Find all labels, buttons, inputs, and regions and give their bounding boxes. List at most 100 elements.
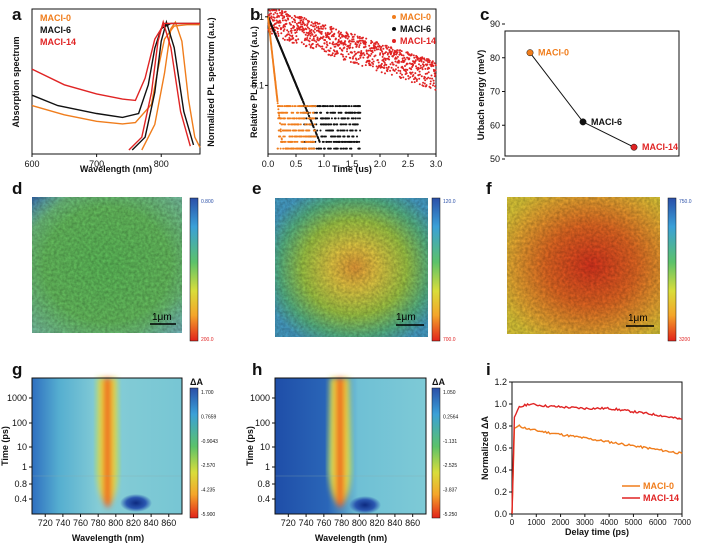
panel-b-point xyxy=(401,57,404,60)
panel-b-point xyxy=(282,29,285,32)
panel-b-point xyxy=(291,34,294,37)
panel-b-point xyxy=(423,58,426,61)
panel-b-point xyxy=(281,19,284,22)
panel-d-colorbar xyxy=(189,197,199,342)
panel-b-point xyxy=(278,114,281,117)
panel-b-point xyxy=(302,22,305,25)
panel-b-xtick: 1.5 xyxy=(346,159,359,169)
panel-b-xtick: 1.0 xyxy=(318,159,331,169)
panel-b-point xyxy=(389,63,392,66)
panel-b-point xyxy=(328,140,331,143)
panel-b-point xyxy=(320,25,322,28)
panel-b-point xyxy=(315,133,318,136)
panel-b-point xyxy=(318,27,321,30)
panel-f-scale-top: 750.0 xyxy=(679,199,692,205)
panel-b-point xyxy=(386,47,389,50)
panel-b-point xyxy=(281,123,284,126)
panel-b-point xyxy=(297,123,300,126)
panel-b-point xyxy=(340,147,343,150)
panel-b-point xyxy=(427,76,430,79)
panel-b-point xyxy=(367,54,370,56)
panel-b-point xyxy=(434,88,437,91)
panel-b-point xyxy=(282,24,285,27)
panel-b-point xyxy=(330,25,333,28)
panel-g: 720 740 760 780 800 820 840 860 1000 100 10 1 0.8 0.4… xyxy=(0,377,218,543)
panel-b-point xyxy=(322,140,325,143)
panel-b-point xyxy=(321,37,324,40)
panel-b-point xyxy=(381,55,384,58)
panel-b-point xyxy=(373,49,376,52)
panel-b-point xyxy=(406,68,409,71)
panel-b-point xyxy=(354,117,357,120)
panel-b-point xyxy=(280,105,283,108)
panel-a-pl-maci-0 xyxy=(141,20,201,151)
panel-b-point xyxy=(418,83,421,86)
panel-b-point xyxy=(288,123,291,126)
panel-b-point xyxy=(330,117,333,120)
panel-b-point xyxy=(377,43,380,45)
panel-b-point xyxy=(355,45,358,48)
panel-b-point xyxy=(398,60,400,63)
panel-b-point xyxy=(311,42,314,45)
panel-b-point xyxy=(312,105,315,108)
panel-b-point xyxy=(372,63,375,65)
panel-g-bleach xyxy=(120,494,152,512)
panel-b-point xyxy=(307,33,310,36)
colorbar-tick: -2.570 xyxy=(201,463,215,469)
panel-b-point xyxy=(308,20,311,23)
panel-b-point xyxy=(295,41,298,44)
panel-b-point xyxy=(324,32,327,35)
panel-b-point xyxy=(385,51,387,54)
panel-b-point xyxy=(356,43,358,46)
panel-b-point xyxy=(290,23,292,26)
panel-b-point xyxy=(275,9,278,12)
xtick: 720 xyxy=(281,518,296,528)
panel-a-pl-maci-6 xyxy=(131,19,195,151)
panel-b-point xyxy=(376,59,379,61)
panel-c-point-maci-14 xyxy=(630,143,638,151)
panel-b-point xyxy=(380,62,383,65)
panel-b-point xyxy=(279,147,282,150)
panel-b-point xyxy=(432,84,434,87)
panel-b-point xyxy=(390,52,393,55)
panel-b-point xyxy=(295,129,298,132)
panel-b-point xyxy=(309,123,312,126)
panel-b-point xyxy=(350,33,353,36)
panel-b-point xyxy=(375,46,378,49)
panel-b-point xyxy=(381,50,384,53)
panel-i-ytick: 0.2 xyxy=(494,487,507,497)
panel-b-point xyxy=(332,135,335,138)
panel-b-point xyxy=(429,86,432,89)
panel-b-point xyxy=(303,102,305,105)
panel-b-point xyxy=(402,76,405,79)
panel-b-point xyxy=(314,135,317,138)
panel-b-point xyxy=(344,58,347,61)
panel-b-point xyxy=(429,77,431,80)
panel-b-point xyxy=(407,77,410,80)
panel-b-point xyxy=(414,72,417,75)
xtick: 800 xyxy=(108,518,123,528)
panel-c-label-maci-14: MACI-14 xyxy=(642,142,678,152)
panel-d-scalebar-label: 1μm xyxy=(152,312,172,323)
panel-b-point xyxy=(318,140,321,143)
panel-b-point xyxy=(359,129,362,132)
panel-b-point xyxy=(309,111,312,114)
panel-b-point xyxy=(349,46,352,49)
panel-b-point xyxy=(283,15,286,18)
panel-b-point xyxy=(295,39,298,42)
panel-letter-g: g xyxy=(12,360,22,379)
panel-b-point xyxy=(328,42,331,45)
panel-b-point xyxy=(412,63,415,66)
panel-i-xtick: 4000 xyxy=(600,518,618,527)
panel-b-point xyxy=(273,19,276,22)
panel-b-point xyxy=(342,55,345,58)
panel-b-point xyxy=(317,25,320,28)
panel-b-point xyxy=(412,54,415,57)
panel-b-point xyxy=(396,49,399,52)
ytick: 0.4 xyxy=(257,494,270,504)
panel-b-point xyxy=(312,111,315,114)
panel-b-point xyxy=(367,49,370,52)
panel-b-point xyxy=(338,140,341,143)
panel-b-point xyxy=(282,147,285,150)
panel-b-point xyxy=(293,19,296,22)
